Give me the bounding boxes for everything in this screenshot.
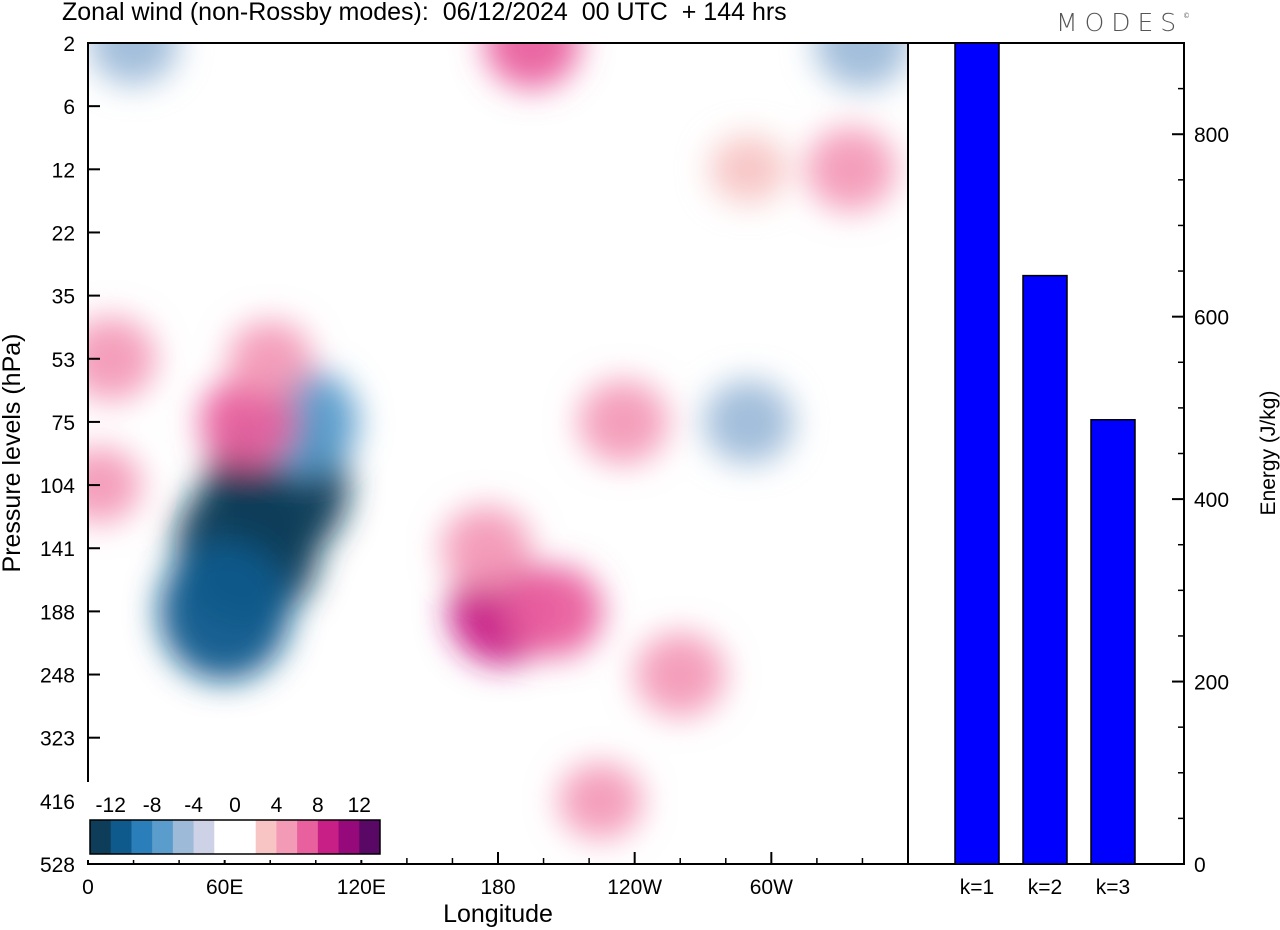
- heatmap-feature: [578, 379, 669, 464]
- y-tick-label: 141: [40, 538, 75, 561]
- x-tick-label: 180: [480, 876, 515, 899]
- heatmap-feature: [158, 541, 291, 682]
- heatmap-feature: [228, 320, 313, 397]
- energy-tick-label: 800: [1194, 124, 1229, 147]
- y-tick-label: 6: [63, 96, 75, 119]
- y-tick-label: 528: [40, 854, 75, 877]
- energy-bar-k=3: [1090, 418, 1136, 865]
- y-tick-label: 12: [52, 159, 75, 182]
- colorbar-swatch: [110, 820, 132, 854]
- y-tick-label: 2: [63, 33, 75, 56]
- y-tick-label: 104: [40, 475, 75, 498]
- heatmap-feature: [88, 43, 179, 85]
- colorbar-label: -8: [143, 794, 162, 817]
- copyright-mark: ©: [1183, 12, 1190, 20]
- colorbar-swatch: [131, 820, 153, 854]
- colorbar-swatch: [338, 820, 360, 854]
- heatmap-feature: [88, 316, 156, 401]
- y-tick-label: 35: [52, 286, 75, 309]
- y-tick-label: 248: [40, 665, 75, 688]
- colorbar-label: -12: [96, 794, 126, 817]
- heatmap-feature: [806, 127, 897, 212]
- energy-bars: k=1 k=2 k=3 0 200 400 600 800: [954, 42, 1229, 899]
- colorbar: -12 -8 -4 0 4 8 12: [86, 782, 384, 860]
- heatmap-feature: [484, 43, 581, 89]
- colorbar-swatch: [152, 820, 174, 854]
- colorbar-swatch: [193, 820, 215, 854]
- colorbar-swatch: [276, 820, 298, 854]
- colorbar-frame: [89, 819, 381, 855]
- colorbar-swatch: [90, 820, 112, 854]
- energy-tick-label: 400: [1194, 489, 1229, 512]
- heatmap-feature: [703, 379, 794, 464]
- y-tick-label: 323: [40, 728, 75, 751]
- colorbar-label: 0: [229, 794, 241, 817]
- heatmap-feature: [441, 506, 532, 591]
- y-axis-label: Pressure levels (hPa): [0, 334, 26, 573]
- colorbar-swatch: [297, 820, 319, 854]
- colorbar-swatch: [235, 820, 257, 854]
- y-tick-label: 75: [52, 412, 75, 435]
- modes-logo: MODES: [1056, 8, 1184, 37]
- y-tick-label: 22: [52, 222, 75, 245]
- colorbar-label: -4: [184, 794, 203, 817]
- bar-category-label: k=2: [1028, 876, 1062, 899]
- heatmap-feature: [635, 632, 726, 717]
- y-tick-label: 416: [40, 791, 75, 814]
- y-tick-label: 53: [52, 349, 75, 372]
- colorbar-swatch: [359, 820, 381, 854]
- y-tick-label: 188: [40, 601, 75, 624]
- energy-tick-label: 600: [1194, 307, 1229, 330]
- x-tick-label: 60W: [750, 876, 793, 899]
- heatmap-field: [88, 43, 908, 864]
- heatmap-feature: [506, 565, 603, 658]
- colorbar-label: 12: [348, 794, 371, 817]
- heatmap-feature: [199, 375, 296, 468]
- x-tick-label: 60E: [206, 876, 243, 899]
- x-tick-label: 120W: [607, 876, 662, 899]
- energy-tick-label: 200: [1194, 672, 1229, 695]
- colorbar-swatch: [317, 820, 340, 854]
- energy-tick-label: 0: [1194, 854, 1206, 877]
- colorbar-swatch: [172, 820, 195, 854]
- energy-axis-label: Energy (J/kg): [1257, 391, 1280, 516]
- colorbar-label: 4: [271, 794, 283, 817]
- x-tick-label: 120E: [337, 876, 386, 899]
- x-tick-label: 0: [82, 876, 94, 899]
- energy-bar-k=2: [1022, 274, 1068, 865]
- bar-category-label: k=1: [960, 876, 994, 899]
- x-axis-label: Longitude: [443, 900, 553, 928]
- energy-bar-k=1: [954, 42, 1000, 865]
- chart-title: Zonal wind (non-Rossby modes): 06/12/202…: [62, 0, 787, 26]
- colorbar-swatch: [255, 820, 277, 854]
- colorbar-label: 8: [312, 794, 324, 817]
- heatmap-feature: [814, 43, 908, 89]
- heatmap-feature: [709, 135, 788, 204]
- heatmap-feature: [558, 762, 643, 839]
- bar-category-label: k=3: [1096, 876, 1130, 899]
- colorbar-swatch: [214, 820, 236, 854]
- heatmap-feature: [88, 447, 142, 524]
